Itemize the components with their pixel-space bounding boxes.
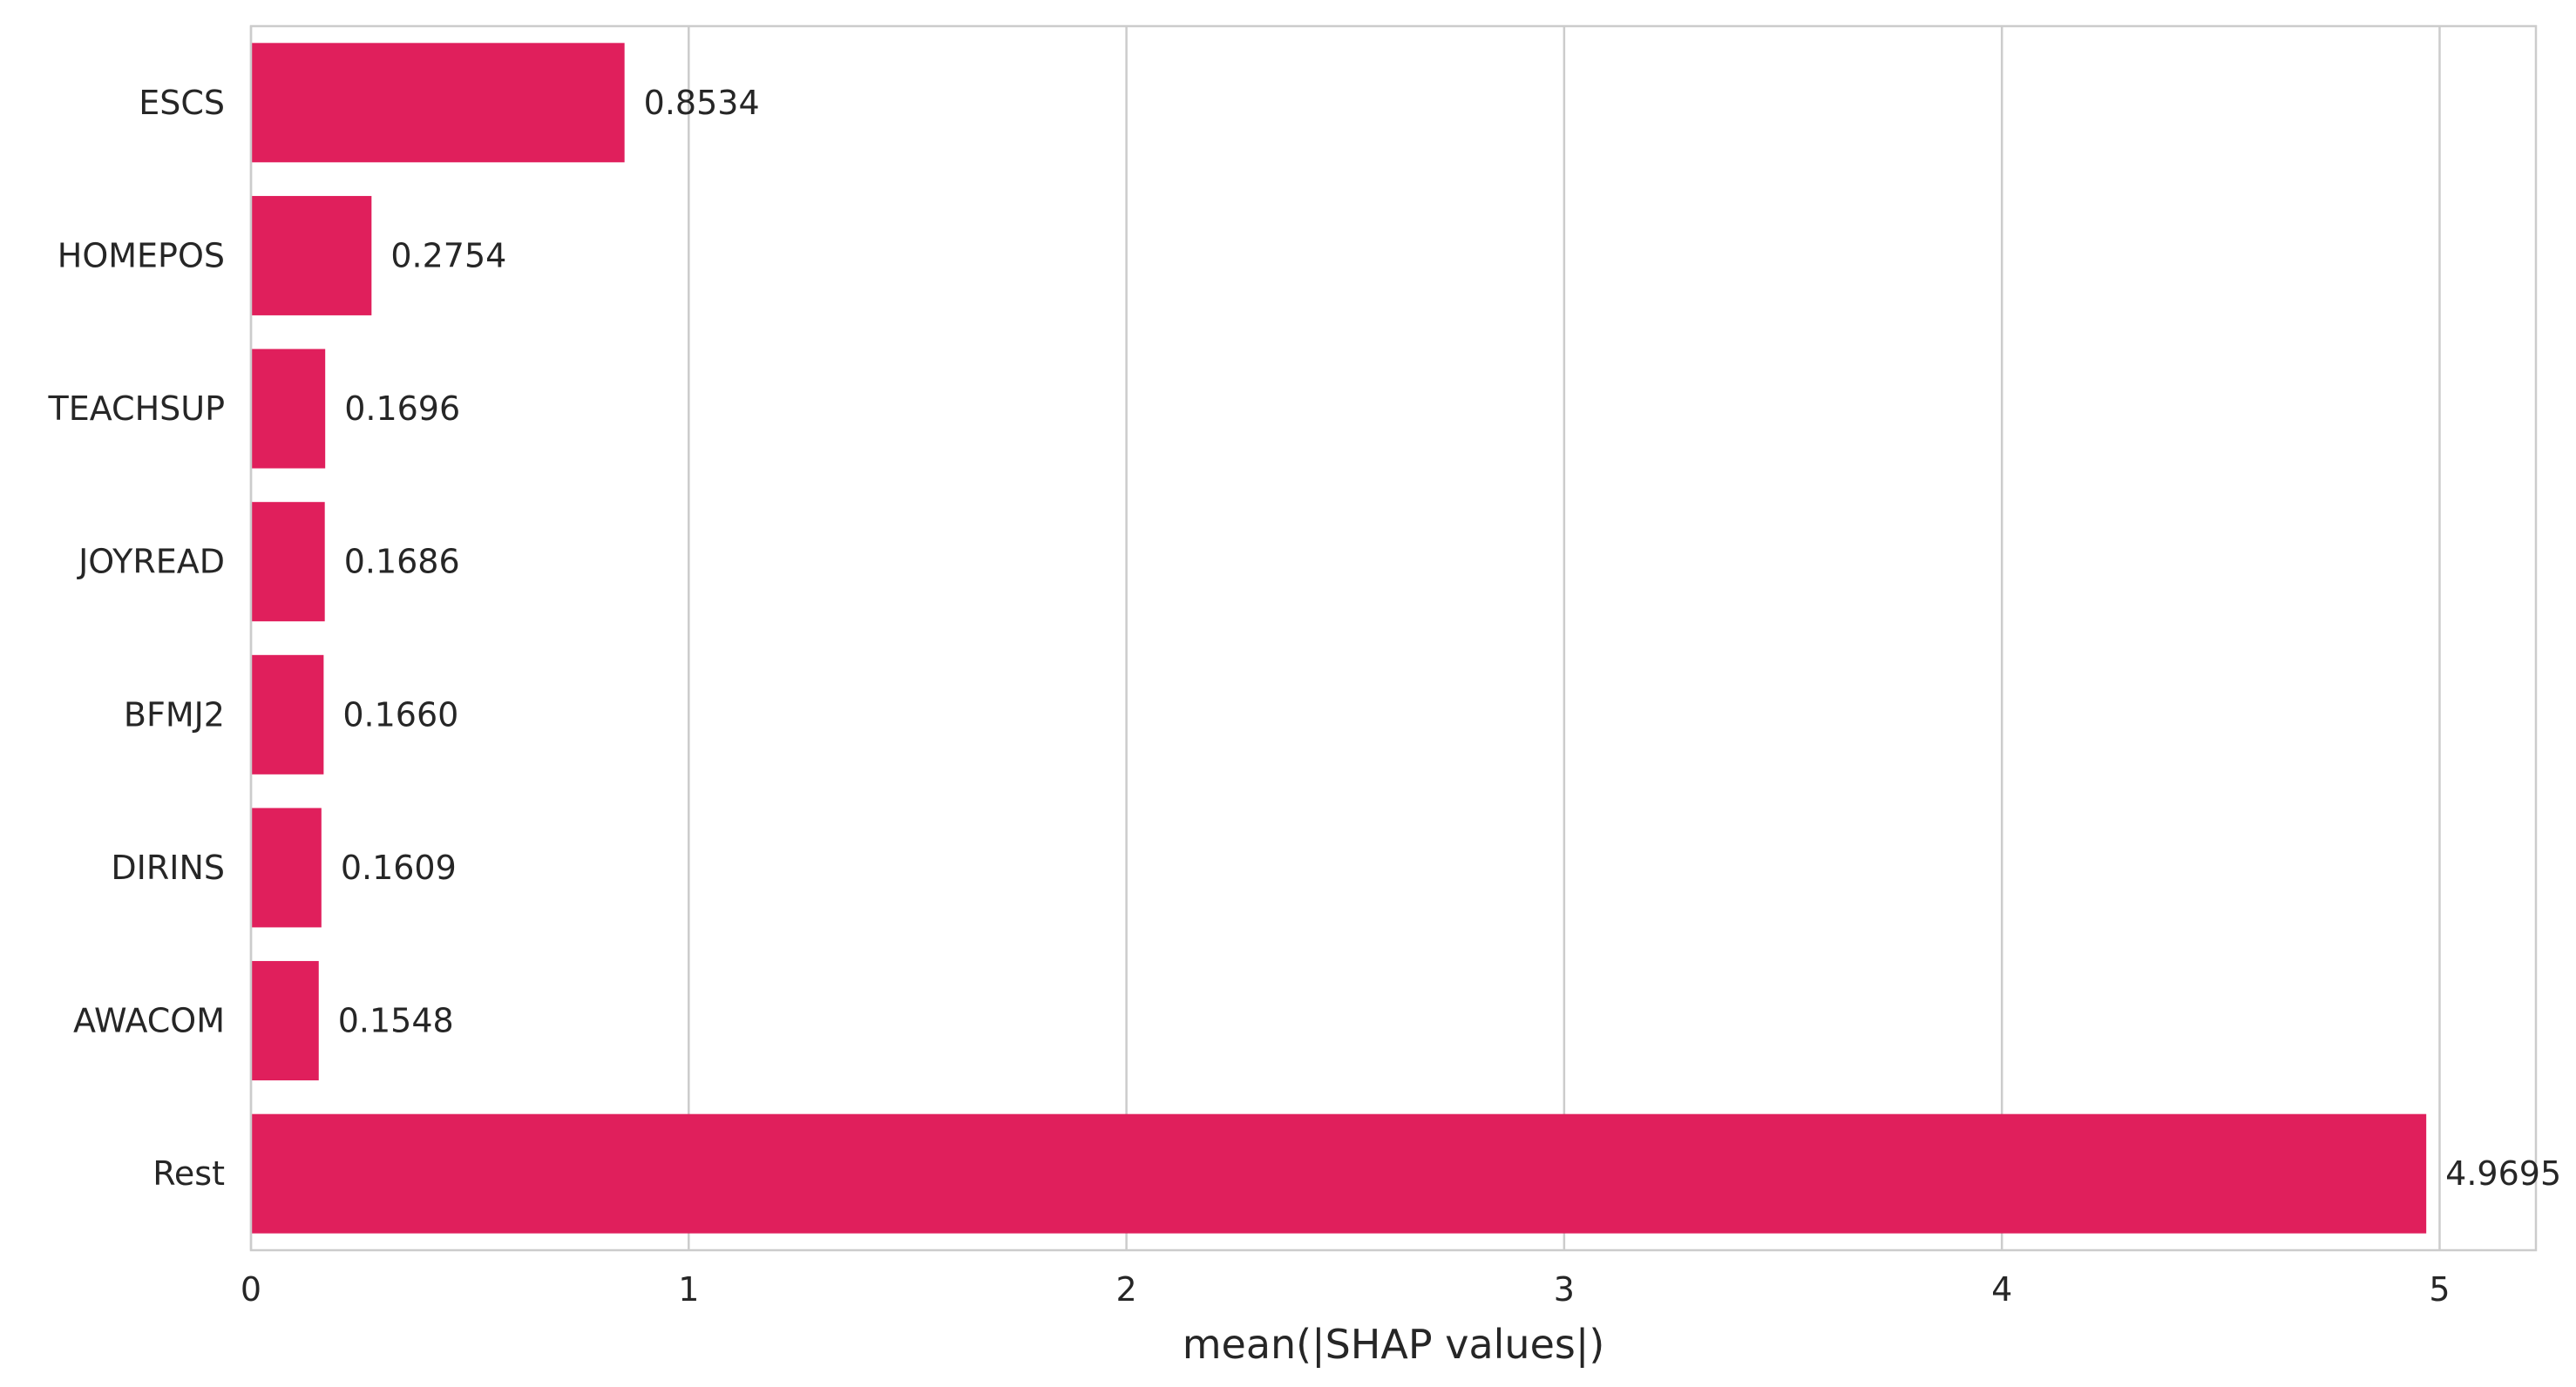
- bar-value-label: 0.1609: [341, 849, 457, 887]
- bar: [251, 502, 325, 622]
- label-layer: 0 1 2 3 4 5 ESCS 0.8534 HOMEPOS 0.2754 TEACHSUP 0.1…: [47, 84, 2561, 1309]
- y-category-label: JOYREAD: [77, 543, 225, 581]
- bar-layer: [251, 43, 2427, 1234]
- bar: [251, 808, 322, 928]
- x-tick-label: 5: [2429, 1270, 2450, 1309]
- x-axis-title: mean(|SHAP values|): [1183, 1321, 1605, 1369]
- plot-border: [249, 24, 2538, 1252]
- bar: [251, 961, 319, 1081]
- bar-value-label: 0.1696: [344, 389, 460, 428]
- grid-layer: [249, 26, 2441, 1250]
- bar-value-label: 0.2754: [390, 236, 506, 274]
- bar: [251, 348, 326, 469]
- bar: [251, 1113, 2427, 1234]
- y-category-label: HOMEPOS: [58, 236, 225, 274]
- y-category-label: Rest: [153, 1154, 225, 1193]
- y-category-label: BFMJ2: [124, 695, 225, 734]
- bar-value-label: 0.1660: [342, 695, 458, 734]
- bar-value-label: 0.1686: [344, 543, 460, 581]
- x-tick-label: 0: [241, 1270, 261, 1309]
- y-category-label: TEACHSUP: [47, 389, 225, 428]
- bar-value-label: 4.9695: [2445, 1154, 2561, 1193]
- y-category-label: DIRINS: [111, 849, 225, 887]
- plot-frame: [249, 24, 2538, 1252]
- bar-value-label: 0.8534: [644, 84, 760, 122]
- bar-value-label: 0.1548: [338, 1002, 454, 1040]
- y-category-label: ESCS: [139, 84, 225, 122]
- x-tick-label: 2: [1116, 1270, 1137, 1309]
- y-category-label: AWACOM: [73, 1002, 225, 1040]
- bar: [251, 195, 372, 315]
- bar: [251, 654, 324, 775]
- x-tick-label: 3: [1554, 1270, 1575, 1309]
- x-tick-label: 4: [1991, 1270, 2012, 1309]
- bar: [251, 43, 625, 163]
- x-tick-label: 1: [678, 1270, 699, 1309]
